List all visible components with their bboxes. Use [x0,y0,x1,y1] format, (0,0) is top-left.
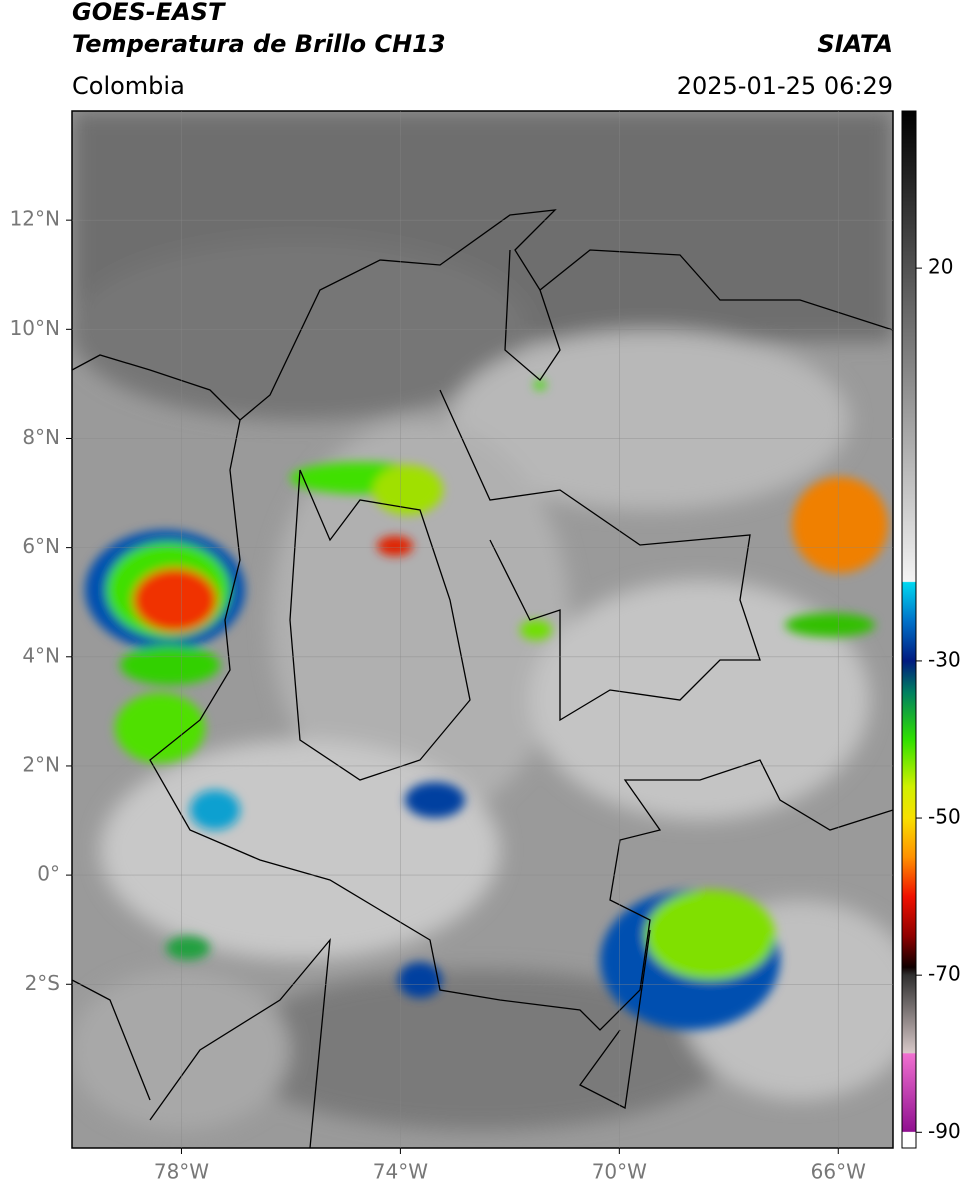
x-tick-label: 70°W [592,1160,647,1184]
map-frame [71,110,894,1149]
borders [72,209,893,1148]
x-tick-label: 78°W [154,1160,209,1184]
y-tick-label: 12°N [10,207,60,231]
y-tick-label: 4°N [22,643,60,667]
source: SIATA [817,30,893,58]
convective-cells [85,380,888,1030]
x-tick-label: 66°W [811,1160,866,1184]
y-tick-label: 0° [37,862,60,886]
colorbar-tick-label: -30 [928,647,961,671]
region: Colombia [72,72,185,100]
colorbar-tick-label: -70 [928,962,961,986]
product: Temperatura de Brillo CH13 [72,30,446,58]
satellite: GOES-EAST [72,0,226,26]
colorbar-tick-label: -50 [928,805,961,829]
cloud-field [72,111,893,1130]
y-tick-label: 2°S [25,971,60,995]
x-tick-label: 74°W [373,1160,428,1184]
colorbar-tick-label: 20 [928,255,953,279]
satellite-image [72,111,893,1148]
colorbar [901,110,917,1149]
datetime: 2025-01-25 06:29 [677,72,893,100]
y-tick-label: 2°N [22,752,60,776]
y-tick-label: 10°N [10,316,60,340]
y-tick-label: 8°N [22,425,60,449]
y-tick-label: 6°N [22,534,60,558]
colorbar-tick-label: -90 [928,1119,961,1143]
